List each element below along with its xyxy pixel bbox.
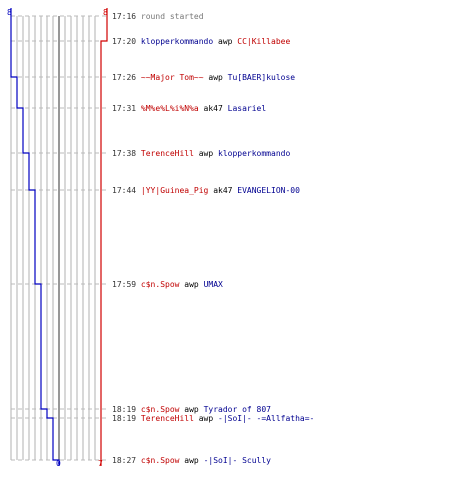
event-time: 17:44 (112, 186, 137, 195)
event-killer: ~~Major Tom~~ (140, 73, 204, 82)
event-killer: c$n.Spow (140, 280, 180, 289)
event-weapon: awp (208, 73, 223, 82)
event-victim: -|SoI|- -=Allfatha=- (218, 414, 315, 423)
team-lines (10, 8, 108, 466)
event-weapon: ak47 (203, 104, 223, 113)
event-row: 17:44 |YY|Guinea_Pig ak47 EVANGELION-00 (112, 185, 300, 196)
event-row: 17:38 TerenceHill awp klopperkommando (112, 148, 290, 159)
event-time: 17:31 (112, 104, 137, 113)
event-time: 18:19 (112, 414, 137, 423)
red-team-line (100, 8, 108, 466)
event-time: 18:19 (112, 405, 137, 414)
event-killer: TerenceHill (140, 149, 194, 158)
event-connectors (11, 15, 108, 461)
event-time: 17:26 (112, 73, 137, 82)
blue-end-count: 0 (56, 459, 61, 468)
event-row: 18:19 TerenceHill awp -|SoI|- -=Allfatha… (112, 413, 314, 424)
event-weapon: awp (184, 405, 199, 414)
event-victim: EVANGELION-00 (237, 186, 300, 195)
event-time: 17:16 (112, 12, 137, 21)
event-row: 17:59 c$n.Spow awp UMAX (112, 279, 223, 290)
event-row: 17:16 round started (112, 11, 204, 22)
red-end-count: 7 (98, 459, 103, 468)
event-weapon: awp (184, 280, 199, 289)
event-row: 17:20 klopperkommando awp CC|Killabee (112, 36, 290, 47)
event-victim: Tyrador of 807 (203, 405, 271, 414)
event-victim: Lasariel (227, 104, 267, 113)
event-row: 17:26 ~~Major Tom~~ awp Tu[BAER]kulose (112, 72, 295, 83)
event-weapon: ak47 (213, 186, 233, 195)
event-killer: %M%e%L%i%N%a (140, 104, 199, 113)
blue-team-line (10, 8, 60, 466)
event-time: 17:38 (112, 149, 137, 158)
event-time: 17:59 (112, 280, 137, 289)
event-killer: |YY|Guinea_Pig (140, 186, 209, 195)
event-text: round started (140, 12, 204, 21)
event-victim: CC|Killabee (237, 37, 291, 46)
event-time: 18:27 (112, 456, 137, 465)
red-start-count: 8 (103, 8, 108, 17)
event-killer: c$n.Spow (140, 405, 180, 414)
event-weapon: awp (198, 149, 214, 158)
event-victim: klopperkommando (218, 149, 291, 158)
event-row: 17:31 %M%e%L%i%N%a ak47 Lasariel (112, 103, 266, 114)
event-weapon: awp (218, 37, 233, 46)
event-time: 17:20 (112, 37, 137, 46)
event-weapon: awp (184, 456, 199, 465)
event-killer: TerenceHill (140, 414, 194, 423)
event-row: 18:27 c$n.Spow awp -|SoI|- Scully (112, 455, 271, 466)
event-victim: -|SoI|- Scully (203, 456, 271, 465)
event-victim: UMAX (203, 280, 223, 289)
event-victim: Tu[BAER]kulose (227, 73, 296, 82)
event-weapon: awp (198, 414, 214, 423)
event-row: 18:19 c$n.Spow awp Tyrador of 807 (112, 404, 271, 415)
event-killer: klopperkommando (140, 37, 214, 46)
blue-start-count: 8 (7, 8, 12, 17)
event-killer: c$n.Spow (140, 456, 180, 465)
